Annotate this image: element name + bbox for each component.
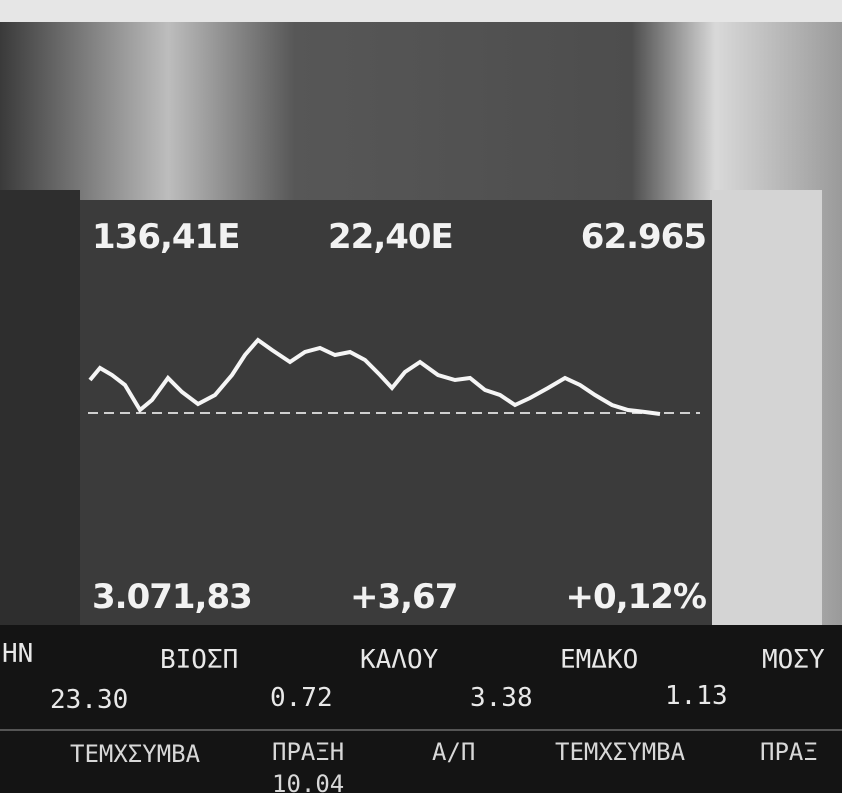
ticker-symbol: ΗΝ: [2, 639, 33, 669]
ticker-header: ΠΡΑΞ: [760, 738, 818, 766]
ticker-symbol: ΒΙΟΣΠ: [160, 645, 238, 675]
ticker-price: 1.13: [665, 681, 728, 711]
ticker-header: ΠΡΑΞΗ: [272, 738, 344, 766]
top-edge: [0, 0, 842, 22]
top-label: 136,41E: [92, 217, 239, 257]
ticker-band: [0, 625, 842, 793]
ticker-header: ΤΕΜΧΣΥΜΒΑ: [70, 740, 201, 768]
ticker-symbol: ΚΑΛΟΥ: [360, 645, 439, 675]
ticker-value: 10.04: [272, 770, 344, 793]
top-label: 62.965: [581, 217, 706, 257]
ticker-header: Α/Π: [432, 738, 475, 766]
bottom-label: 3.071,83: [92, 577, 252, 617]
ticker-price: 0.72: [270, 683, 333, 713]
ticker-header: ΤΕΜΧΣΥΜΒΑ: [555, 738, 686, 766]
bottom-label: +3,67: [350, 577, 457, 617]
ticker-price: 3.38: [470, 683, 533, 713]
ticker-symbol: ΜΟΣΥ: [762, 645, 825, 675]
window-light: [710, 190, 822, 630]
bottom-label: +0,12%: [566, 577, 706, 617]
index-line: [88, 337, 661, 416]
ticker-price: 23.30: [50, 685, 128, 715]
ticker-symbol: ΕΜΔΚΟ: [560, 645, 638, 675]
top-label: 22,40E: [328, 217, 453, 257]
monitor-bezel: [0, 190, 80, 630]
